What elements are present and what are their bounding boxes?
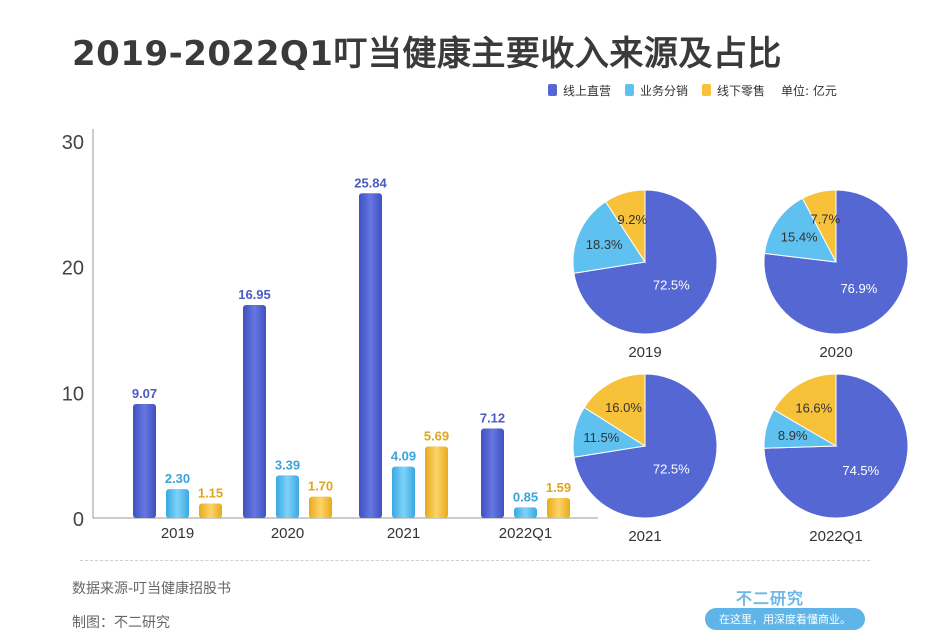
pie-slice-label: 15.4% [781,230,818,245]
legend-label: 业务分销 [640,83,689,98]
bar-value-label: 9.07 [132,386,157,401]
pie-slice [801,189,837,263]
pie-slice [583,373,646,447]
unit-label: 单位: 亿元 [781,83,837,98]
y-tick-label: 30 [62,132,84,154]
pie-slice-label: 18.3% [586,237,623,252]
pie-slice-label: 16.6% [795,400,832,415]
bar-value-label: 16.95 [238,287,271,302]
legend-swatch [625,84,635,96]
data-source: 数据来源-叮当健康招股书 [72,581,232,597]
divider-line [80,560,870,561]
pie-slice-label: 16.0% [605,400,642,415]
bar-value-label: 2.30 [165,471,190,486]
pie-caption: 2021 [628,528,661,545]
pie-slice [572,201,646,274]
bar-value-label: 1.59 [546,480,571,495]
bar [133,404,156,518]
legend-label: 线下零售 [717,83,766,98]
x-tick-label: 2020 [271,525,304,542]
bar-value-label: 25.84 [354,175,387,190]
pie-slice [763,189,909,335]
y-tick-label: 20 [62,258,84,280]
bar [199,503,222,518]
chart-maker: 制图：不二研究 [72,615,170,631]
bar-value-label: 1.70 [308,479,333,494]
brand-slogan: 在这里，用深度看懂商业。 [705,608,865,630]
pie-caption: 2019 [628,344,661,361]
pie-slice [763,197,837,263]
pie-slice-label: 76.9% [840,281,877,296]
legend-item-offline-retail: 线下零售 [702,82,765,99]
bar [166,489,189,518]
bar [359,193,382,518]
y-tick-label: 10 [62,383,84,405]
bar-value-label: 7.12 [480,411,505,426]
bar [481,428,504,518]
chart-title: 2019-2022Q1叮当健康主要收入来源及占比 [72,34,782,74]
bar [276,475,299,518]
pie-slice [604,189,646,264]
x-tick-label: 2019 [161,525,194,542]
bar-value-label: 4.09 [391,449,416,464]
x-tick-label: 2022Q1 [499,525,552,542]
legend: 线上直营 业务分销 线下零售 单位: 亿元 [548,82,837,98]
pie-slice-label: 8.9% [778,428,808,443]
bar [425,446,448,518]
pie-slice-label: 7.7% [810,212,840,227]
bar-value-label: 0.85 [513,489,538,504]
bar [243,304,266,518]
pie-slice-label: 9.2% [617,212,647,227]
pie-slice-label: 11.5% [583,430,619,445]
legend-label: 线上直营 [563,83,612,98]
bar [392,466,415,518]
y-tick-label: 0 [73,509,84,531]
pie-slice-label: 72.5% [653,277,690,292]
bar-value-label: 1.15 [198,486,223,501]
pie-slice-label: 74.5% [842,463,879,478]
pie-caption: 2022Q1 [809,528,862,545]
bar-value-label: 5.69 [424,428,449,443]
pie-slice-label: 72.5% [653,461,690,476]
brand-logo-text: 不二研究 [736,589,805,608]
bar-value-label: 3.39 [275,457,300,472]
bar [547,498,570,518]
legend-swatch [702,84,712,96]
legend-item-distribution: 业务分销 [625,82,688,99]
legend-item-online-direct: 线上直营 [548,82,611,99]
pie-caption: 2020 [819,344,852,361]
x-tick-label: 2021 [387,525,420,542]
bar [514,507,537,518]
pie-slice [773,373,837,447]
bar [309,496,332,518]
legend-swatch [548,84,557,96]
